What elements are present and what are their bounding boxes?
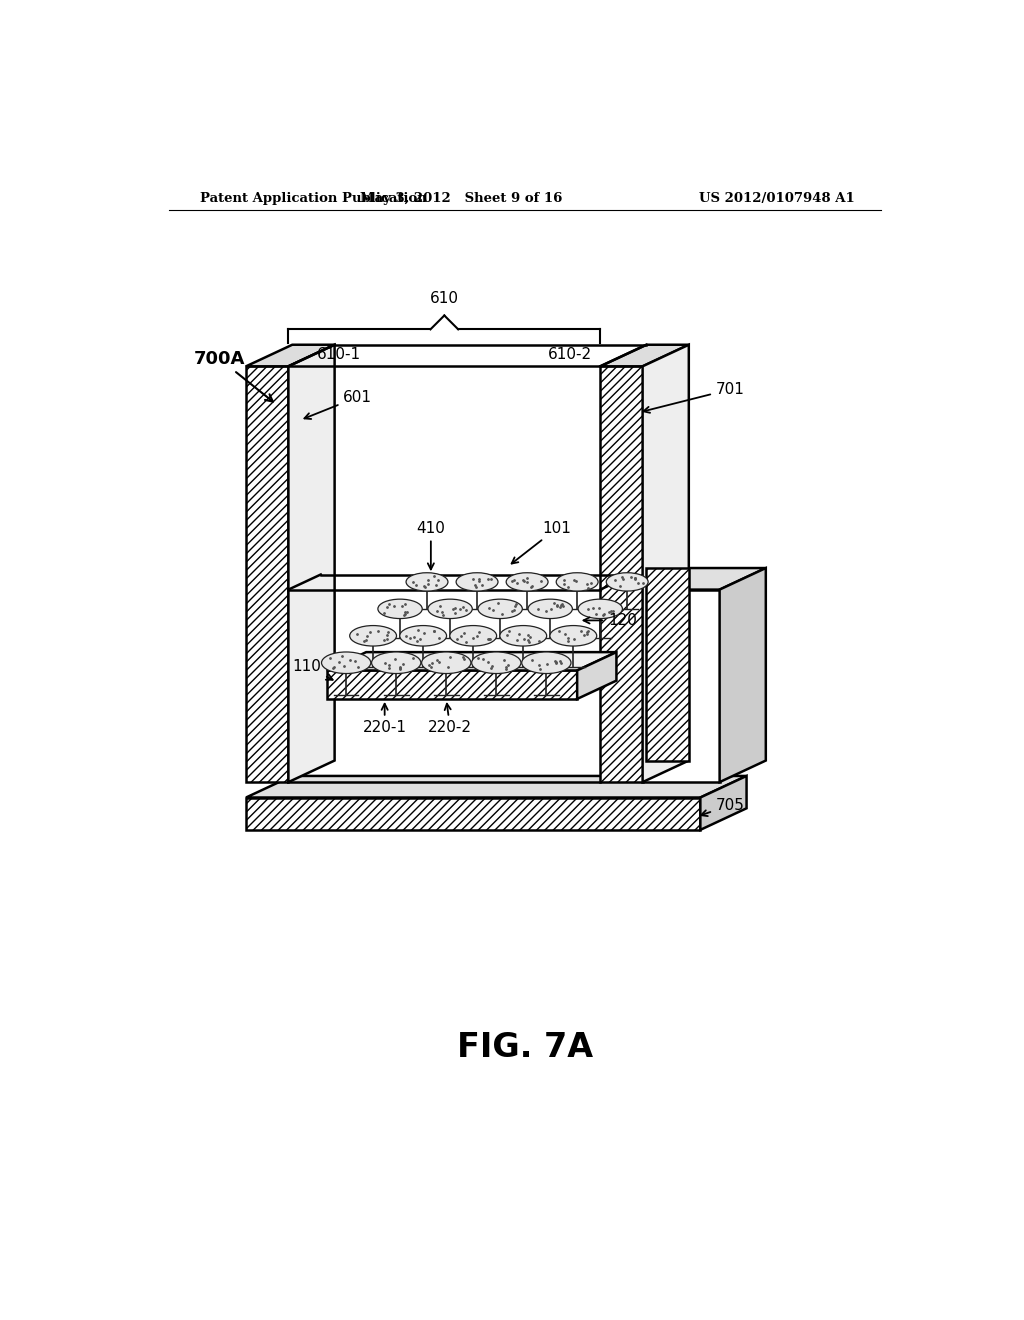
Polygon shape: [246, 367, 289, 781]
Ellipse shape: [550, 626, 597, 645]
Ellipse shape: [579, 599, 623, 619]
Ellipse shape: [372, 652, 421, 673]
Text: 120: 120: [584, 612, 637, 628]
Ellipse shape: [478, 599, 522, 619]
Ellipse shape: [399, 626, 446, 645]
Polygon shape: [289, 345, 335, 781]
Text: May 3, 2012   Sheet 9 of 16: May 3, 2012 Sheet 9 of 16: [360, 191, 563, 205]
Polygon shape: [720, 568, 766, 781]
Polygon shape: [246, 345, 335, 367]
Ellipse shape: [450, 626, 497, 645]
Text: 700A: 700A: [194, 350, 272, 401]
Polygon shape: [246, 776, 746, 797]
Ellipse shape: [556, 573, 598, 591]
Polygon shape: [600, 345, 689, 367]
Polygon shape: [700, 776, 746, 830]
Text: 705: 705: [701, 797, 744, 816]
Text: 610: 610: [430, 292, 459, 306]
Ellipse shape: [528, 599, 572, 619]
Polygon shape: [246, 797, 700, 830]
Ellipse shape: [422, 652, 471, 673]
Polygon shape: [578, 652, 616, 700]
Ellipse shape: [472, 652, 521, 673]
Polygon shape: [643, 568, 766, 590]
Ellipse shape: [350, 626, 396, 645]
Text: 601: 601: [304, 389, 372, 418]
Text: Patent Application Publication: Patent Application Publication: [200, 191, 427, 205]
Polygon shape: [600, 367, 643, 781]
Polygon shape: [646, 568, 689, 760]
Ellipse shape: [456, 573, 498, 591]
Polygon shape: [643, 590, 720, 781]
Text: 220-2: 220-2: [428, 704, 472, 735]
Polygon shape: [327, 671, 578, 700]
Text: 410: 410: [417, 520, 445, 569]
Ellipse shape: [606, 573, 648, 591]
Ellipse shape: [322, 652, 371, 673]
Ellipse shape: [378, 599, 422, 619]
Text: 220-1: 220-1: [362, 704, 407, 735]
Text: 110: 110: [293, 659, 333, 680]
Text: US 2012/0107948 A1: US 2012/0107948 A1: [698, 191, 854, 205]
Polygon shape: [643, 345, 689, 781]
Text: 701: 701: [643, 381, 744, 413]
Ellipse shape: [506, 573, 548, 591]
Text: 610-2: 610-2: [548, 347, 592, 362]
Polygon shape: [327, 652, 616, 671]
Ellipse shape: [407, 573, 447, 591]
Ellipse shape: [521, 652, 571, 673]
Text: 610-1: 610-1: [316, 347, 360, 362]
Text: FIG. 7A: FIG. 7A: [457, 1031, 593, 1064]
Ellipse shape: [428, 599, 472, 619]
Text: 101: 101: [512, 520, 571, 564]
Ellipse shape: [500, 626, 547, 645]
